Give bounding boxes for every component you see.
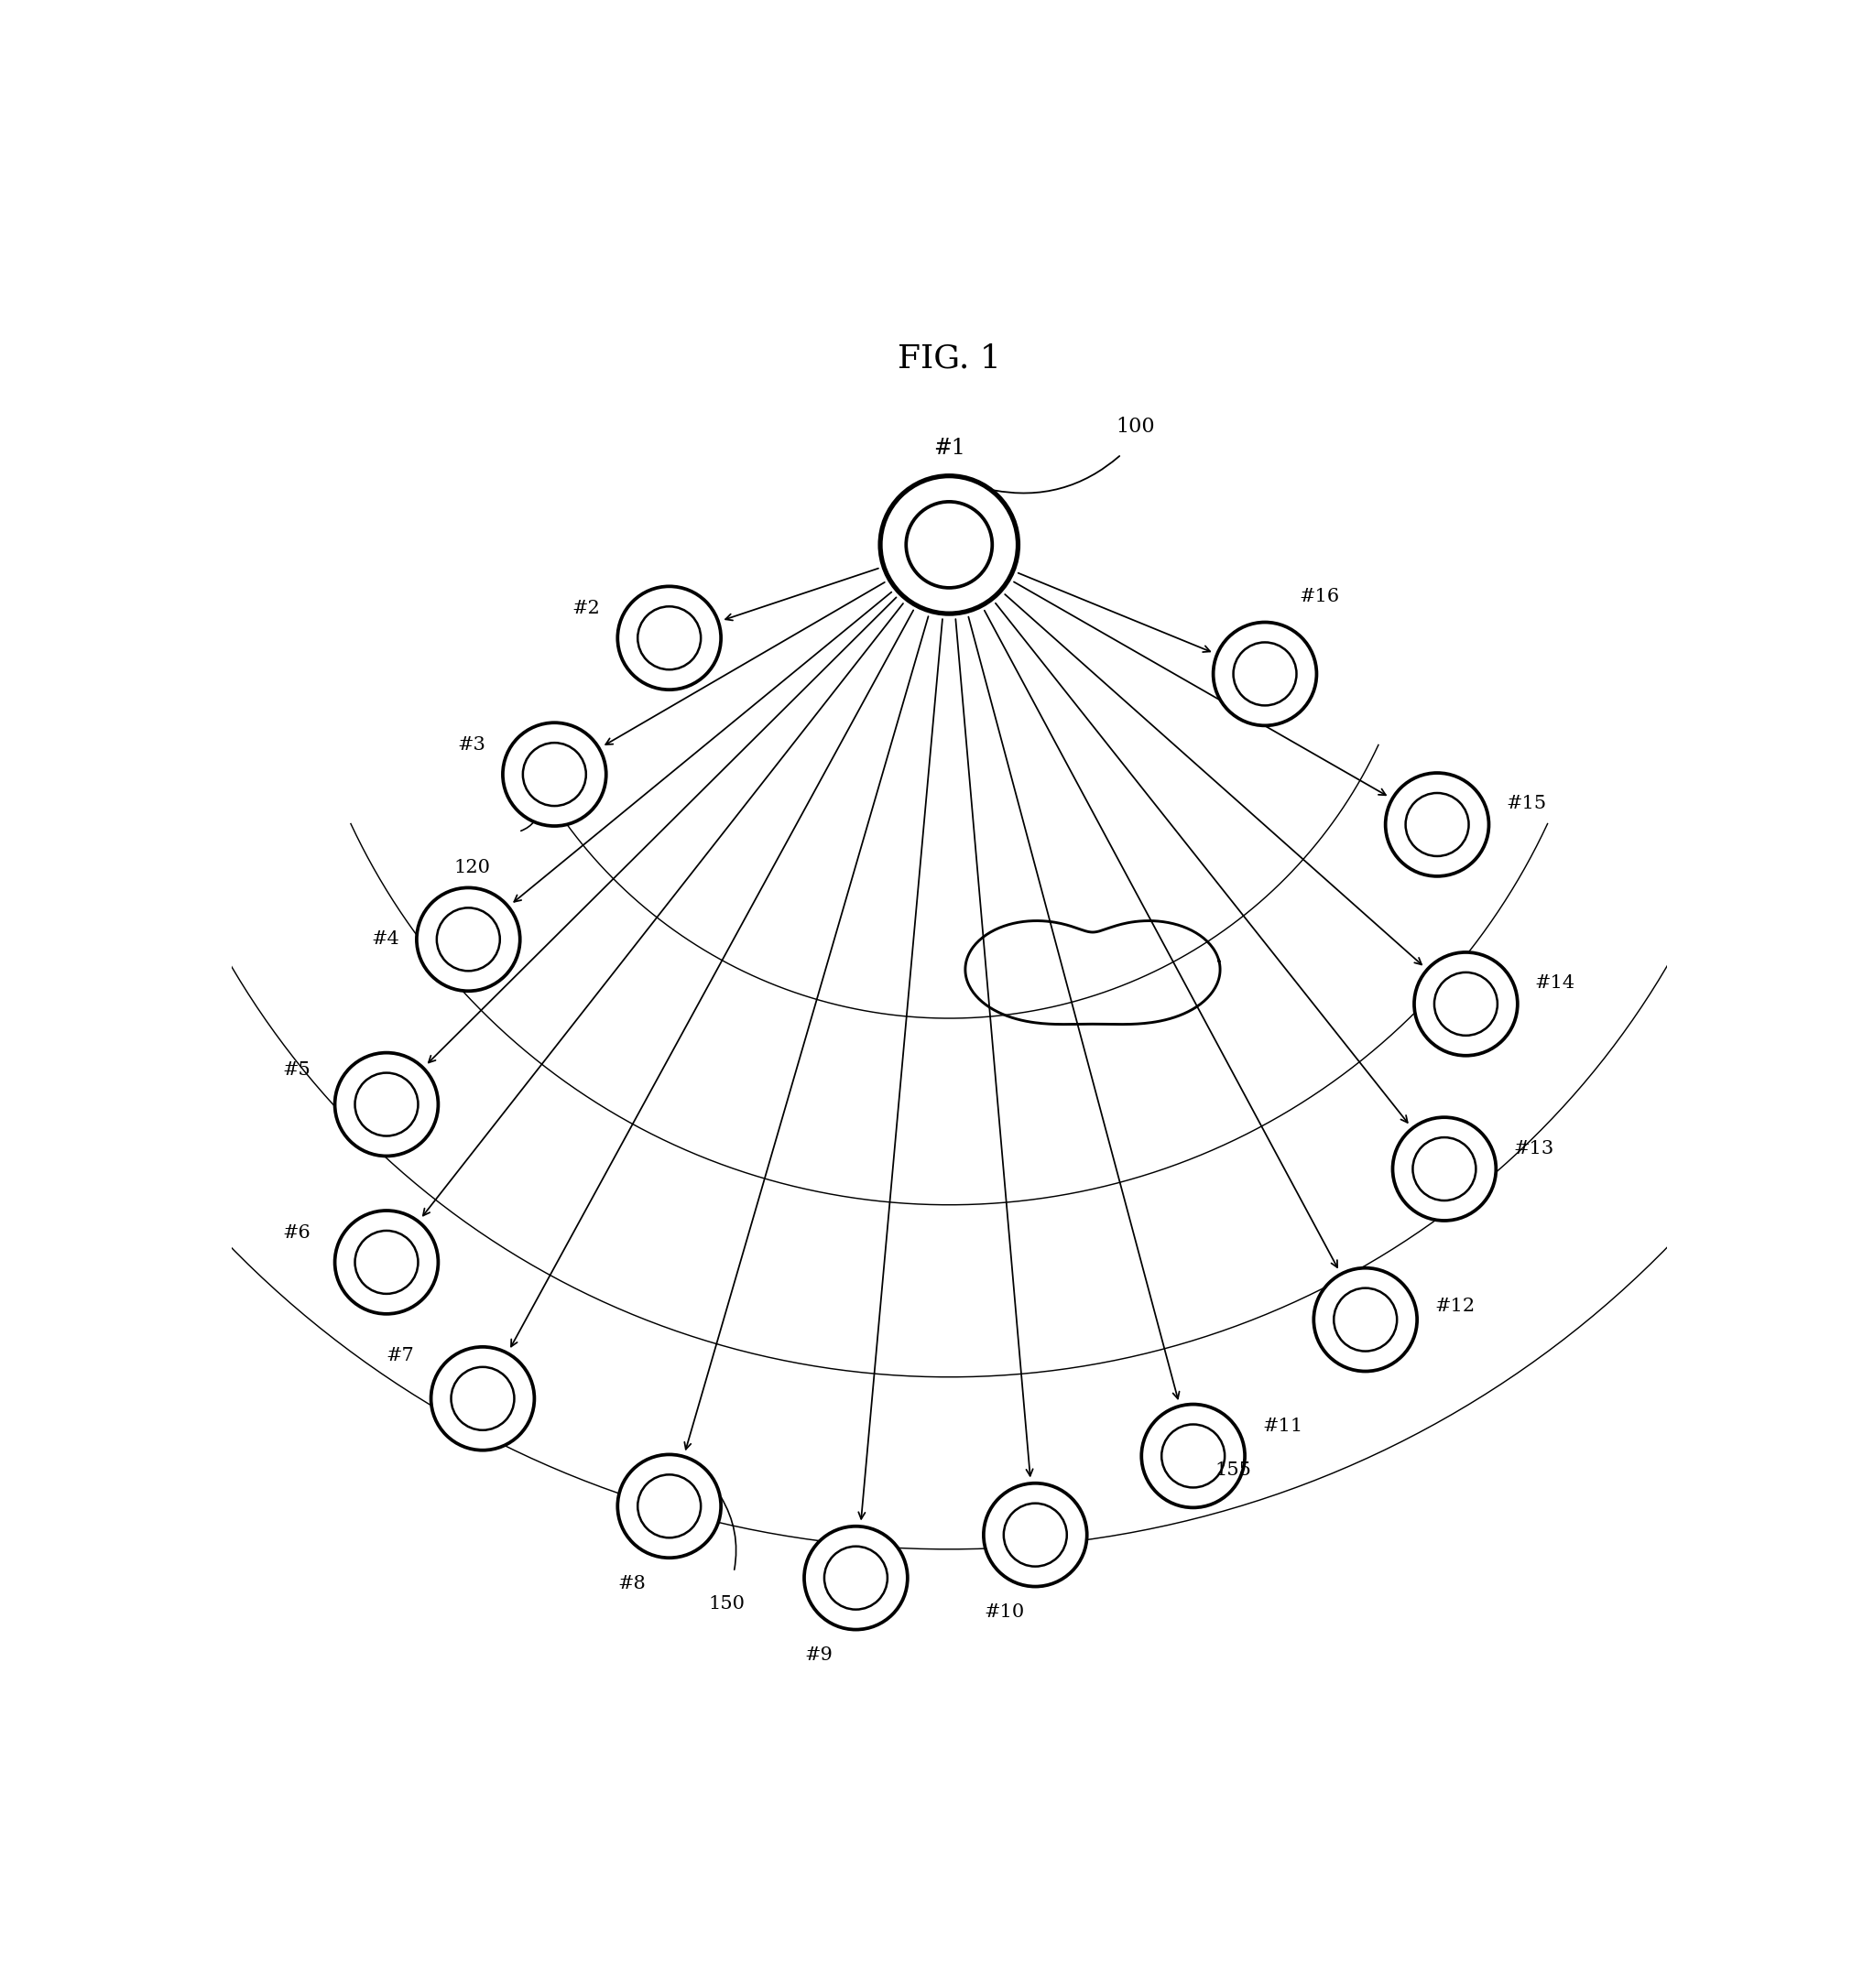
Circle shape [1313,1268,1417,1372]
Text: #5: #5 [282,1062,311,1079]
Text: #11: #11 [1261,1417,1302,1435]
Text: 120: 120 [454,859,491,877]
Text: #8: #8 [617,1574,646,1592]
Circle shape [617,586,720,690]
Circle shape [1415,952,1517,1056]
Circle shape [335,1211,439,1314]
Text: #15: #15 [1506,795,1546,813]
Text: #2: #2 [572,600,600,618]
Circle shape [1433,972,1498,1036]
Circle shape [637,606,700,670]
Circle shape [637,1475,700,1539]
Circle shape [1213,622,1317,726]
Text: #13: #13 [1513,1139,1554,1157]
Circle shape [522,744,585,805]
Circle shape [452,1368,515,1429]
Text: 150: 150 [707,1594,745,1612]
Circle shape [432,1348,535,1449]
Circle shape [417,889,520,992]
Text: 100: 100 [1117,417,1156,437]
Text: 155: 155 [1215,1461,1252,1479]
Circle shape [1233,642,1296,706]
Text: #9: #9 [804,1646,832,1664]
Circle shape [804,1527,907,1630]
Circle shape [1406,793,1469,857]
Circle shape [824,1547,887,1610]
Circle shape [1393,1117,1496,1221]
Circle shape [617,1455,720,1559]
Text: FIG. 1: FIG. 1 [898,342,1000,374]
Circle shape [1413,1137,1476,1201]
Text: #14: #14 [1535,974,1576,992]
Text: #4: #4 [370,930,400,948]
Text: #10: #10 [983,1604,1024,1620]
Circle shape [1333,1288,1396,1352]
Text: #1: #1 [933,437,965,459]
Circle shape [1161,1423,1224,1487]
Text: #6: #6 [282,1225,311,1242]
Text: #3: #3 [457,736,485,753]
Circle shape [1004,1503,1067,1567]
Circle shape [906,501,993,588]
Text: #12: #12 [1433,1296,1474,1314]
Circle shape [335,1054,439,1157]
Circle shape [880,475,1019,614]
Circle shape [1385,773,1489,877]
Circle shape [437,909,500,970]
Circle shape [1141,1404,1245,1507]
Circle shape [502,724,606,825]
Circle shape [983,1483,1087,1586]
Text: #7: #7 [385,1346,413,1364]
Circle shape [356,1074,419,1135]
Text: #16: #16 [1300,588,1339,604]
Circle shape [356,1231,419,1294]
